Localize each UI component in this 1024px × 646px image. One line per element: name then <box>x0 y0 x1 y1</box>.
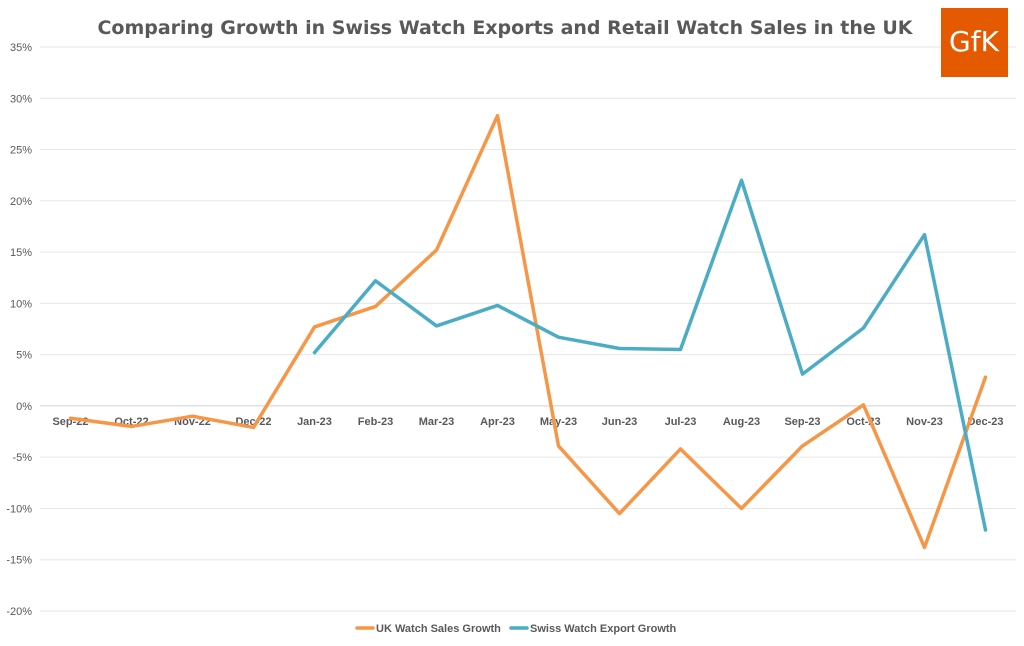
y-tick-label: 35% <box>10 42 32 54</box>
gfk-logo: GfK <box>941 8 1008 77</box>
x-tick-label: Dec-23 <box>967 416 1003 428</box>
x-tick-label: Mar-23 <box>419 416 454 428</box>
x-tick-label: Feb-23 <box>358 416 393 428</box>
y-tick-label: 20% <box>10 196 32 208</box>
grid <box>40 46 1016 612</box>
y-axis-ticks: 35% 30% 25% 20% 15% 10% 5% 0% -5% -10% -15% -20% <box>6 42 32 618</box>
x-tick-label: Aug-23 <box>723 416 760 428</box>
x-tick-label: Nov-23 <box>906 416 943 428</box>
y-tick-label: 5% <box>16 350 32 362</box>
y-tick-label: -10% <box>6 503 32 515</box>
x-tick-label: May-23 <box>540 416 577 428</box>
chart-title: Comparing Growth in Swiss Watch Exports … <box>97 17 913 39</box>
logo-background <box>941 8 1008 77</box>
x-tick-label: Jul-23 <box>665 416 697 428</box>
y-tick-label: -15% <box>6 555 32 567</box>
x-tick-label: Jun-23 <box>602 416 637 428</box>
y-tick-label: 10% <box>10 298 32 310</box>
logo-text: GfK <box>949 25 1000 58</box>
x-axis-ticks: Sep-22 Oct-22 Nov-22 Dec-22 Jan-23 Feb-23 Mar-… <box>52 416 1003 428</box>
series-layer <box>68 113 988 550</box>
y-tick-label: 15% <box>10 247 32 259</box>
x-tick-label: Apr-23 <box>480 416 515 428</box>
series-line-swiss-watch-export <box>312 178 988 532</box>
y-tick-label: 30% <box>10 93 32 105</box>
legend-label: Swiss Watch Export Growth <box>530 623 677 635</box>
x-tick-label: Jan-23 <box>297 416 332 428</box>
y-tick-label: 25% <box>10 145 32 157</box>
x-tick-label: Oct-23 <box>846 416 880 428</box>
legend: UK Watch Sales Growth Swiss Watch Export … <box>355 623 677 635</box>
legend-label: UK Watch Sales Growth <box>376 623 501 635</box>
y-tick-label: -20% <box>6 606 32 618</box>
y-tick-label: 0% <box>16 401 32 413</box>
y-tick-label: -5% <box>12 452 32 464</box>
series-line-uk-watch-sales <box>68 113 988 550</box>
x-tick-label: Sep-23 <box>784 416 820 428</box>
